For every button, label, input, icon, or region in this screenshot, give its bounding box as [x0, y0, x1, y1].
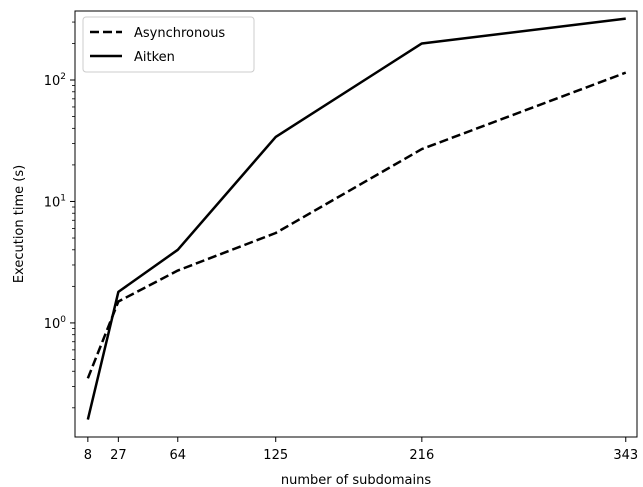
y-tick-label: 101 [44, 193, 66, 210]
y-axis-ticks: 100 101 102 [44, 21, 75, 409]
series-layer [86, 17, 627, 420]
legend-box [82, 16, 255, 73]
plot-area [74, 10, 638, 438]
x-tick-label: 27 [110, 448, 127, 463]
legend-label-asynchronous: Asynchronous [134, 26, 225, 41]
legend: Asynchronous Aitken [82, 16, 255, 73]
legend-label-aitken: Aitken [134, 50, 175, 65]
x-axis-label: number of subdomains [281, 473, 431, 487]
x-axis-ticks: 8 27 64 125 216 343 [84, 437, 638, 463]
x-tick-label: 343 [613, 448, 638, 463]
series-line-asynchronous [86, 71, 627, 379]
axes-frame [74, 10, 638, 438]
series-line-aitken [86, 17, 626, 420]
y-tick-label: 102 [44, 72, 66, 89]
y-tick-label: 100 [44, 315, 67, 332]
x-tick-label: 64 [169, 448, 186, 463]
x-tick-label: 8 [84, 448, 92, 463]
x-tick-label: 125 [263, 448, 288, 463]
y-axis-label: Execution time (s) [12, 165, 27, 283]
x-tick-label: 216 [409, 448, 434, 463]
